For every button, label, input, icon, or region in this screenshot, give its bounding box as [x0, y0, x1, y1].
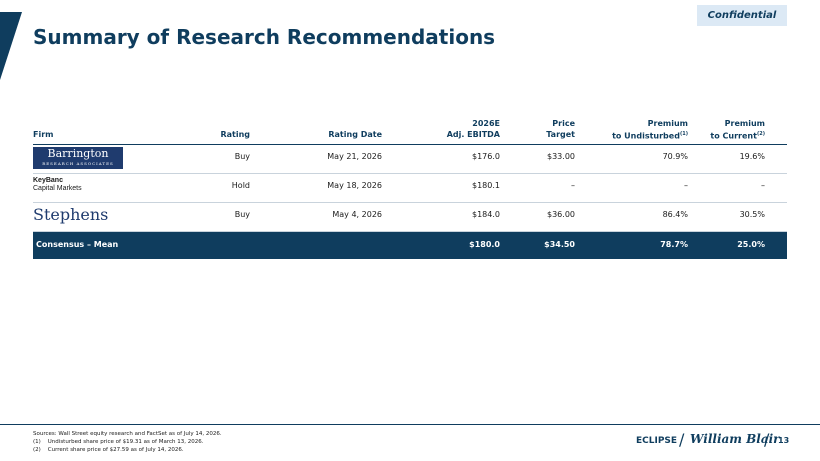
column-header: 2026E Adj. EBITDA	[447, 118, 500, 140]
divider: /	[679, 430, 685, 449]
page-number: 13	[778, 436, 790, 445]
bank-logo: William Blair	[690, 432, 780, 446]
firm-name: KeyBanc	[33, 177, 63, 184]
cell: $180.1	[472, 181, 500, 190]
column-header: Rating Date	[328, 129, 382, 140]
cell: 86.4%	[662, 210, 688, 219]
row-rule	[33, 231, 787, 232]
footnote: (1) Undisturbed share price of $19.31 as…	[33, 439, 204, 445]
cell: $184.0	[472, 210, 500, 219]
header-line: Target	[546, 130, 575, 139]
summary-cell: 78.7%	[660, 240, 688, 249]
column-header: Premium to Undisturbed(1)	[612, 118, 688, 142]
firm-sub: RESEARCH ASSOCIATES	[42, 161, 114, 166]
firm-sub: Capital Markets	[33, 185, 82, 192]
cell: May 21, 2026	[327, 152, 382, 161]
summary-row	[33, 232, 787, 259]
header-line: Adj. EBITDA	[446, 130, 500, 139]
title: Summary of Research Recommendations	[33, 25, 496, 49]
footnote: Sources: Wall Street equity research and…	[33, 431, 222, 437]
cell: 19.6%	[739, 152, 765, 161]
header-line: Rating Date	[328, 130, 382, 139]
column-header: Price Target	[546, 118, 575, 140]
summary-cell: $180.0	[469, 240, 500, 249]
row-rule	[33, 173, 787, 174]
cell: Buy	[234, 152, 250, 161]
column-header: Firm	[33, 129, 54, 140]
divider: /	[764, 430, 770, 449]
confidential-badge: Confidential	[697, 5, 787, 26]
cell: –	[571, 181, 575, 190]
cell: $36.00	[547, 210, 575, 219]
row-rule	[33, 202, 787, 203]
cell: May 4, 2026	[332, 210, 382, 219]
cell: Buy	[234, 210, 250, 219]
firm-logo: Barrington RESEARCH ASSOCIATES	[33, 147, 123, 169]
firm-name: Barrington	[47, 147, 109, 160]
header-line: to Undisturbed(1)	[612, 131, 688, 141]
header-line: Firm	[33, 130, 54, 139]
cell: 70.9%	[662, 152, 688, 161]
header-line: Premium	[724, 119, 765, 128]
brand: ECLIPSE	[636, 436, 678, 446]
footnote-ref: (1)	[679, 131, 688, 137]
cell: –	[761, 181, 765, 190]
cell: May 18, 2026	[327, 181, 382, 190]
firm-logo: KeyBanc Capital Markets	[33, 177, 82, 193]
cell: $33.00	[547, 152, 575, 161]
header-line: Premium	[647, 119, 688, 128]
header-line: Price	[552, 119, 575, 128]
cell: –	[684, 181, 688, 190]
summary-cell: $34.50	[544, 240, 575, 249]
column-header: Rating	[220, 129, 250, 140]
header-line: Rating	[220, 130, 250, 139]
footer-rule	[0, 424, 820, 425]
firm-logo: Stephens	[33, 205, 109, 224]
column-header: Premium to Current(2)	[710, 118, 765, 142]
header-line: 2026E	[472, 119, 500, 128]
cell: Hold	[231, 181, 250, 190]
summary-label: Consensus – Mean	[36, 240, 119, 249]
cell: 30.5%	[739, 210, 765, 219]
footnote: (2) Current share price of $27.59 as of …	[33, 447, 184, 453]
corner-accent	[0, 12, 22, 80]
cell: $176.0	[472, 152, 500, 161]
header-line: to Current(2)	[710, 131, 765, 141]
footnote-ref: (2)	[756, 131, 765, 137]
header-rule	[33, 144, 787, 145]
summary-cell: 25.0%	[737, 240, 765, 249]
